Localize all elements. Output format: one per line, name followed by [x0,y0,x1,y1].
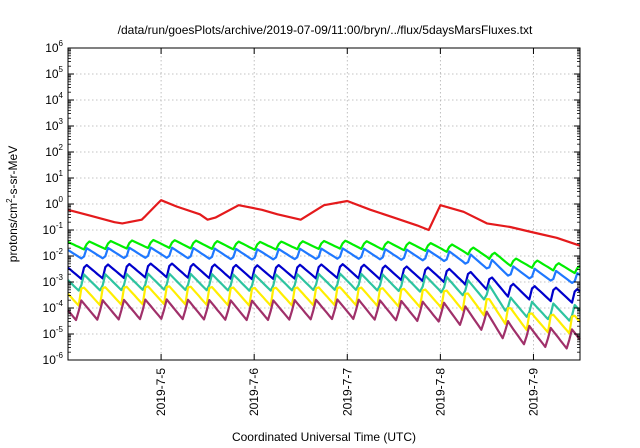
y-tick-base: 10 [45,67,59,81]
y-tick-base: 10 [43,353,57,367]
y-tick-base: 10 [45,119,59,133]
x-tick-label: 2019-7-6 [247,368,261,416]
y-tick-base: 10 [43,275,57,289]
y-tick-exponent: 1 [59,169,64,178]
y-tick-label: 10-3 [43,273,64,289]
y-axis-label-main: protons/cm [6,203,20,262]
y-tick-exponent: 4 [59,91,64,100]
series-line-7 [67,298,581,350]
y-tick-base: 10 [43,249,57,263]
y-tick-label: 10-5 [43,325,64,341]
y-tick-exponent: 5 [59,65,64,74]
y-tick-base: 10 [43,301,57,315]
y-tick-label: 10-6 [43,351,64,367]
series-line-1 [67,199,581,247]
y-tick-label: 102 [45,143,63,159]
y-tick-label: 101 [45,169,63,185]
y-tick-exponent: 0 [59,195,64,204]
y-axis-label: protons/cm2-s-sr-MeV [5,146,20,262]
y-tick-exponent: -1 [56,221,64,230]
y-tick-label: 106 [45,39,63,55]
y-tick-base: 10 [43,223,57,237]
series-line-3 [67,246,581,284]
y-tick-base: 10 [45,41,59,55]
grid-lines [68,48,580,360]
series-line-5 [67,272,581,322]
y-tick-exponent: -5 [56,325,64,334]
y-axis-label-exponent: 2 [5,198,14,203]
y-tick-exponent: -2 [56,247,64,256]
y-axis-label-rest: -s-sr-MeV [6,146,20,199]
y-tick-base: 10 [45,93,59,107]
y-tick-label: 105 [45,65,63,81]
y-tick-exponent: 2 [59,143,64,152]
y-tick-base: 10 [45,197,59,211]
x-tick-label: 2019-7-7 [340,368,354,416]
series-line-4 [67,262,581,304]
x-tick-label: 2019-7-9 [526,368,540,416]
y-tick-label: 10-4 [43,299,64,315]
y-axis: 10-610-510-410-310-210-11001011021031041… [43,39,580,367]
y-tick-label: 104 [45,91,63,107]
y-tick-exponent: -4 [56,299,64,308]
x-tick-label: 2019-7-8 [433,368,447,416]
y-tick-label: 100 [45,195,63,211]
series-line-2 [67,238,581,275]
y-tick-base: 10 [45,145,59,159]
y-tick-exponent: -6 [56,351,64,360]
y-tick-label: 10-1 [43,221,64,237]
x-tick-label: 2019-7-5 [154,368,168,416]
y-tick-exponent: -3 [56,273,64,282]
x-axis: 2019-7-5 2019-7-6 2019-7-7 2019-7-8 2019-7-9 [154,48,540,416]
y-tick-label: 10-2 [43,247,64,263]
x-axis-label: Coordinated Universal Time (UTC) [232,430,416,444]
series-line-6 [67,285,581,335]
y-tick-base: 10 [45,171,59,185]
y-tick-exponent: 3 [59,117,64,126]
chart-title: /data/run/goesPlots/archive/2019-07-09/1… [118,23,533,37]
y-tick-base: 10 [43,327,57,341]
series-layer [67,199,581,350]
y-tick-exponent: 6 [59,39,64,48]
y-tick-label: 103 [45,117,63,133]
